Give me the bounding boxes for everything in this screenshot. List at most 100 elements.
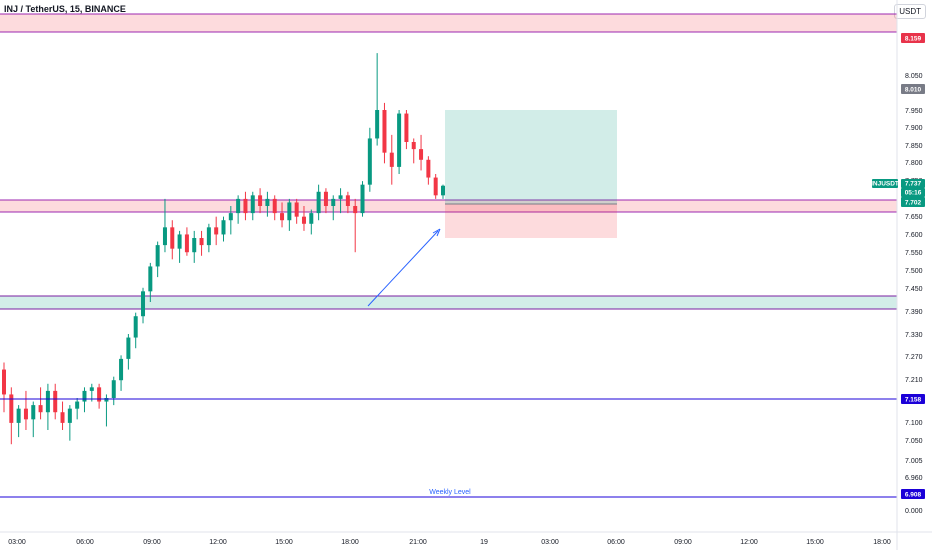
candle-body [236,198,241,214]
x-tick-label: 18:00 [873,539,891,546]
candle-body [214,227,219,235]
candle-body [360,184,365,214]
x-tick-label: 15:00 [806,539,824,546]
price-badge-bg [872,179,898,188]
candle-body [199,238,204,246]
y-tick-label: 7.650 [905,214,923,221]
candle-body [243,198,248,214]
x-tick-label: 09:00 [143,539,161,546]
y-tick-label: 7.100 [905,420,923,427]
candle-body [419,149,424,160]
candle-body [155,245,160,267]
candle-body [433,177,438,196]
candle-body [265,198,270,206]
candle-body [228,213,233,221]
zone-supply [0,200,897,212]
candle-body [345,195,350,206]
candle-body [221,220,226,235]
candle-body [331,198,336,206]
candle-body [250,195,255,214]
candles-layer [2,53,445,445]
price-badge-label: 6.908 [905,492,922,499]
candle-body [382,110,387,153]
price-badge-label: 8.159 [905,36,922,43]
candle-body [16,408,21,423]
candle-body [309,213,314,224]
y-tick-label: 7.850 [905,143,923,150]
y-tick-label: 7.900 [905,125,923,132]
y-tick-label: 7.005 [905,458,923,465]
candle-body [375,110,380,139]
candle-body [323,191,328,206]
x-tick-label: 12:00 [740,539,758,546]
chart-title: INJ / TetherUS, 15, BINANCE [4,4,126,14]
candle-body [338,195,343,199]
zones-layer [0,13,897,310]
y-tick-label: 6.960 [905,475,923,482]
x-tick-label: 19 [480,539,488,546]
price-badge-label: 7.158 [905,397,922,404]
candle-body [38,405,43,413]
x-tick-label: 09:00 [674,539,692,546]
x-tick-label: 21:00 [409,539,427,546]
x-tick-label: 12:00 [209,539,227,546]
price-badge-label: 7.702 [905,200,922,207]
x-tick-label: 15:00 [275,539,293,546]
zone-supply [0,14,897,32]
zone-demand [0,296,897,309]
candle-body [141,291,146,317]
price-badge-label: 8.010 [905,87,922,94]
candle-body [111,380,116,398]
arrow-head [432,228,441,237]
candle-body [97,387,102,402]
candle-body [301,216,306,224]
candle-body [389,152,394,167]
candle-body [206,227,211,246]
candle-body [67,408,72,423]
candle-body [411,142,416,150]
candle-body [104,398,109,402]
candle-body [280,213,285,221]
position-layer [367,110,617,307]
x-tick-label: 06:00 [76,539,94,546]
y-tick-label: 7.330 [905,332,923,339]
candle-body [404,113,409,142]
y-tick-label: 7.450 [905,286,923,293]
candle-body [75,401,80,409]
candle-body [353,206,358,214]
candle-body [162,227,167,246]
price-badge-bg [901,84,925,94]
candle-body [294,202,299,217]
candle-body [119,358,124,381]
y-tick-label: 8.050 [905,73,923,80]
candle-body [89,387,94,391]
x-tick-label: 03:00 [8,539,26,546]
x-tick-label: 06:00 [607,539,625,546]
candle-body [148,266,153,292]
y-tick-label: 7.050 [905,438,923,445]
price-badge-bg [901,33,925,43]
price-badge-label: 05:16 [905,190,922,197]
weekly-level-label: Weekly Level [429,489,471,496]
currency-button[interactable]: USDT [894,4,926,19]
candle-body [133,316,138,338]
candle-body [316,191,321,214]
y-tick-label: 7.270 [905,354,923,361]
y-tick-label: 7.210 [905,377,923,384]
candle-body [126,337,131,359]
y-tick-label: 7.800 [905,160,923,167]
price-badge-bg [901,179,925,188]
candle-body [184,234,189,253]
candle-body [287,202,292,221]
y-tick-label: 0.000 [905,508,923,515]
candle-body [170,227,175,249]
candle-body [272,198,277,214]
levels-layer: Weekly Level [0,398,897,498]
price-badge-bg [901,394,925,404]
price-badge-label: 7.737 [905,181,922,188]
position-target-area [445,110,617,204]
candle-body [60,412,65,423]
